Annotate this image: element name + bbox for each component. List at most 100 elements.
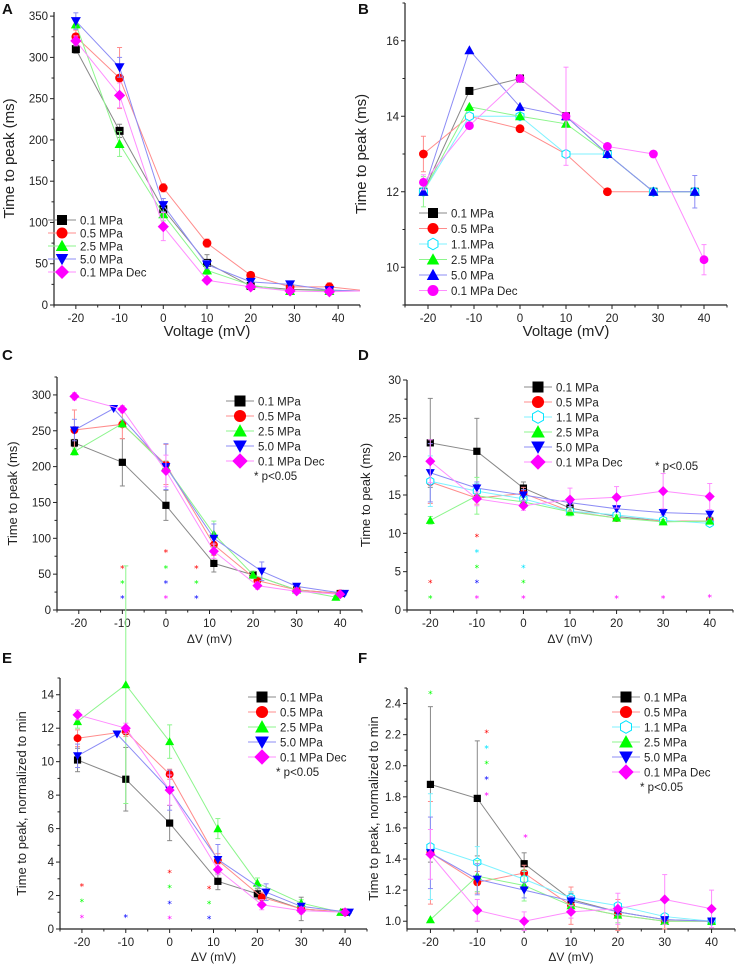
significance-star: * [484, 745, 489, 755]
legend-label: 0.1 MPa [258, 397, 301, 409]
significance-star: * [523, 833, 528, 843]
y-tick-label: 100 [29, 217, 48, 229]
y-tick-label: 0 [48, 924, 54, 936]
significance-star: * [124, 913, 129, 923]
data-point [71, 45, 80, 54]
x-tick-label: 40 [334, 618, 347, 630]
series-line [75, 20, 361, 292]
legend-label: 0.1 MPa [556, 383, 599, 395]
data-point [166, 819, 174, 827]
legend-entry: 0.5 MPa [48, 227, 123, 241]
legend-entry: 2.5 MPa [419, 253, 494, 267]
data-point [419, 177, 428, 187]
y-tick-label: 30 [388, 375, 401, 387]
data-point [296, 905, 307, 916]
data-point [603, 142, 612, 151]
legend-label: 2.5 MPa [644, 738, 687, 750]
legend-label: 0.5 MPa [280, 708, 323, 720]
x-tick-label: 20 [244, 313, 257, 325]
data-point [69, 391, 80, 402]
x-tick-label: -10 [111, 313, 128, 325]
series-5-0-mpa [418, 45, 700, 209]
y-tick-label: 100 [32, 533, 51, 545]
data-point [515, 111, 525, 121]
data-point [202, 238, 212, 248]
legend-marker [255, 736, 269, 749]
y-tick-label: 15 [388, 490, 401, 502]
data-point [323, 286, 335, 298]
x-axis-title: ΔV (mV) [547, 632, 592, 646]
legend-label: 0.1 MPa Dec [258, 457, 325, 469]
x-tick-label: -20 [420, 313, 437, 325]
x-axis-title: ΔV (mV) [187, 632, 232, 646]
series-line [75, 24, 360, 292]
x-tick-label: 10 [203, 618, 216, 630]
significance-star: * [167, 884, 172, 894]
data-point [472, 484, 482, 493]
y-tick-label: 0 [42, 300, 48, 312]
legend-marker [619, 705, 633, 719]
data-point [335, 589, 346, 600]
legend-label: 5.0 MPa [280, 738, 323, 750]
x-tick-label: 10 [564, 618, 577, 630]
data-point [472, 875, 482, 884]
panel-a: A -20 -10 0 10 20 30 40 0 50 100 150 200 250 300 350 Vol… [1, 1, 361, 340]
y-tick-label: 50 [35, 259, 48, 271]
legend-marker [426, 253, 440, 265]
data-point [121, 680, 131, 689]
data-point [465, 121, 474, 131]
legend-label: 5.0 MPa [451, 271, 494, 283]
legend-label: 0.5 MPa [258, 412, 301, 424]
significance-star: * [661, 595, 666, 605]
data-point [257, 567, 267, 576]
significance-star: * [428, 579, 433, 589]
legend-label: 0.1 MPa Dec [451, 286, 518, 298]
legend-marker [619, 735, 633, 748]
data-point [284, 285, 296, 297]
data-point [473, 794, 481, 802]
data-point [165, 737, 175, 746]
legend-marker [256, 691, 268, 703]
x-tick-label: 10 [560, 313, 573, 325]
data-point [471, 493, 482, 504]
data-point [261, 888, 271, 897]
data-point [648, 186, 659, 196]
x-tick-label: 40 [339, 937, 352, 949]
legend-marker [233, 424, 247, 437]
series-0-1-mpa-dec [72, 709, 351, 918]
y-tick-label: 150 [29, 176, 48, 188]
data-point [561, 111, 571, 121]
data-point [70, 35, 82, 47]
significance-star: * [484, 791, 489, 801]
significance-star: * [167, 915, 172, 925]
significance-star: * [521, 595, 526, 605]
y-tick-label: 2.0 [385, 761, 401, 773]
series-0-1-mpa-dec [419, 66, 709, 276]
legend-label: 0.1 MPa [280, 693, 323, 705]
legend-entry: 0.5 MPa [226, 409, 301, 424]
data-point [465, 86, 474, 95]
legend-entry: 0.1 MPa [524, 381, 599, 395]
panel-c: C -20 -10 0 10 20 30 40 0 50 100 150 200 250 300 ΔV (mV… [2, 347, 363, 646]
data-point [515, 124, 525, 134]
legend-entry: 2.5 MPa [226, 424, 301, 439]
legend-entry: 0.1 MPa Dec [226, 453, 325, 469]
data-point [603, 187, 612, 197]
data-point [120, 723, 131, 734]
legend-label: 0.1 MPa [80, 216, 123, 228]
significance-star: * [475, 549, 480, 559]
data-point [252, 878, 262, 887]
data-point [340, 907, 351, 918]
legend-label: 0.5 MPa [451, 224, 494, 236]
y-tick-label: 350 [29, 11, 48, 23]
significance-note: * p<0.05 [254, 471, 297, 483]
legend-entry: 0.5 MPa [419, 223, 494, 236]
data-point [565, 906, 577, 917]
significance-star: * [120, 564, 125, 574]
data-point [291, 586, 302, 597]
panel-letter: B [358, 1, 369, 18]
significance-star: * [80, 882, 85, 892]
y-axis-title: Time to peak (ms) [358, 443, 373, 547]
legend-label: 0.1 MPa Dec [80, 268, 147, 280]
